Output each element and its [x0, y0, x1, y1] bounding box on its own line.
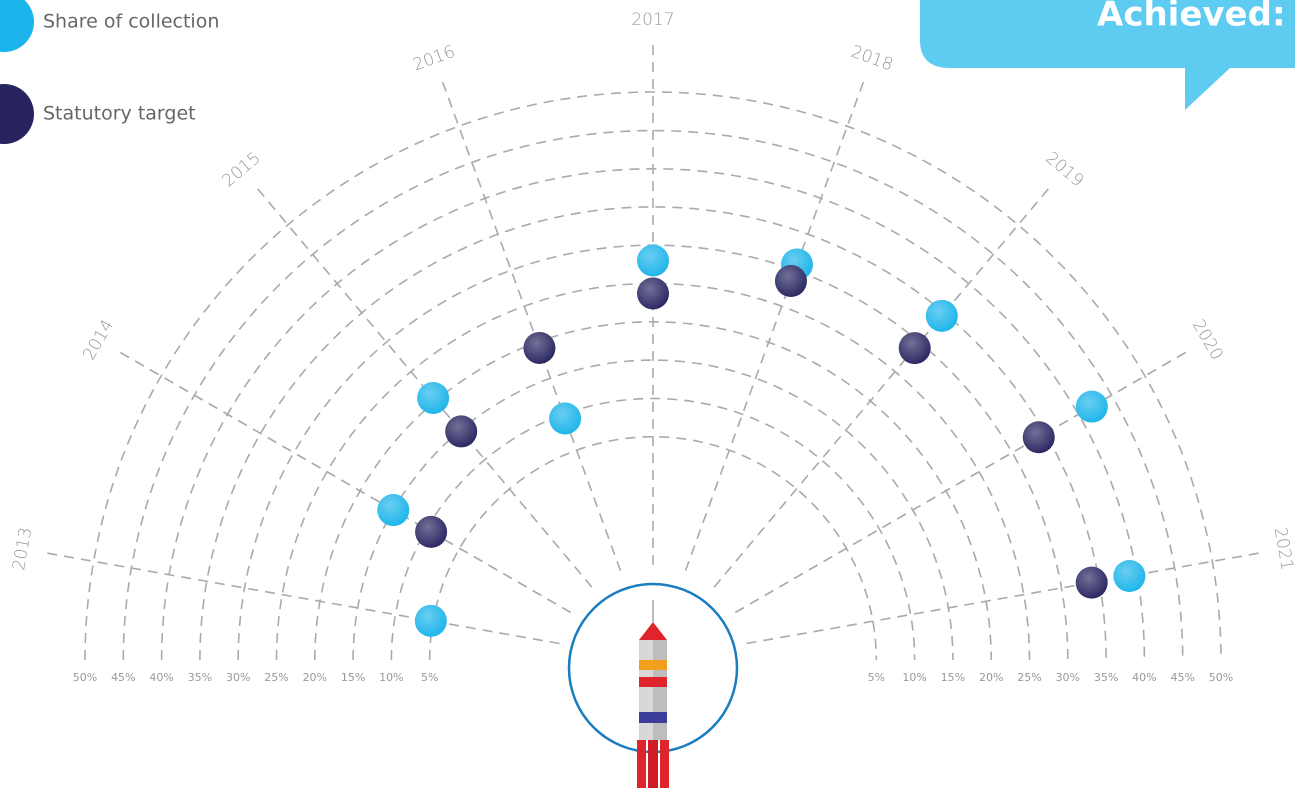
r-tick-label: 40%: [1132, 671, 1156, 684]
r-tick-label: 50%: [73, 671, 97, 684]
spoke: [440, 78, 622, 572]
marks: [377, 244, 1146, 637]
r-tick-label: 30%: [1056, 671, 1080, 684]
spoke: [746, 551, 1262, 645]
spoke: [117, 350, 572, 614]
legend-swatch: [0, 0, 34, 52]
point-shine: [445, 415, 478, 448]
point-shine: [1022, 421, 1055, 454]
point-shine: [1113, 559, 1146, 592]
point-shine: [1075, 566, 1108, 599]
point-shine: [925, 299, 958, 332]
r-tick-label: 50%: [1209, 671, 1233, 684]
point-shine: [637, 244, 669, 277]
year-label: 2017: [631, 10, 674, 30]
point-shine: [549, 402, 582, 435]
point-shine: [1075, 390, 1108, 423]
point-shine: [415, 515, 448, 548]
year-label: 2015: [219, 148, 265, 191]
r-tick-label: 45%: [111, 671, 135, 684]
callout-text: Achieved: 4: [1097, 0, 1295, 35]
year-label: 2016: [410, 42, 457, 76]
point-shine: [898, 332, 931, 365]
spoke: [44, 551, 560, 645]
r-tick-label: 10%: [902, 671, 926, 684]
r-tick-label: 5%: [421, 671, 438, 684]
r-tick-label: 25%: [1017, 671, 1041, 684]
point-shine: [377, 494, 410, 527]
legend-label: Statutory target: [43, 103, 196, 125]
r-tick-label: 15%: [341, 671, 365, 684]
r-tick-label: 15%: [941, 671, 965, 684]
year-label: 2021: [1270, 526, 1295, 572]
spoke: [734, 350, 1189, 614]
spoke: [713, 186, 1051, 588]
point-shine: [637, 277, 669, 310]
legend-swatch: [0, 84, 34, 144]
r-tick-label: 35%: [188, 671, 212, 684]
legend: Share of collection Statutory target: [0, 0, 219, 144]
rocket: [567, 582, 739, 788]
r-tick-label: 35%: [1094, 671, 1118, 684]
grid-ring: [428, 435, 878, 661]
r-tick-label: 20%: [303, 671, 327, 684]
legend-label: Share of collection: [43, 11, 219, 33]
grid-ring: [122, 129, 1184, 661]
r-tick-label: 20%: [979, 671, 1003, 684]
r-tick-label: 10%: [379, 671, 403, 684]
year-label: 2013: [9, 526, 36, 572]
point-shine: [417, 381, 450, 414]
r-tick-label: 30%: [226, 671, 250, 684]
r-tick-label: 5%: [868, 671, 885, 684]
grid-ring: [275, 282, 1031, 661]
callout-bubble: [920, 0, 1295, 110]
r-tick-label: 40%: [149, 671, 173, 684]
grid-ring: [84, 91, 1222, 661]
year-label: 2019: [1041, 148, 1087, 191]
point-shine: [523, 331, 556, 364]
year-label: 2018: [848, 42, 895, 76]
r-tick-label: 45%: [1170, 671, 1194, 684]
spoke: [684, 78, 866, 572]
year-label: 2014: [79, 316, 118, 363]
year-label: 2020: [1188, 316, 1227, 363]
point-shine: [774, 265, 807, 298]
point-shine: [414, 604, 447, 637]
r-tick-label: 25%: [264, 671, 288, 684]
